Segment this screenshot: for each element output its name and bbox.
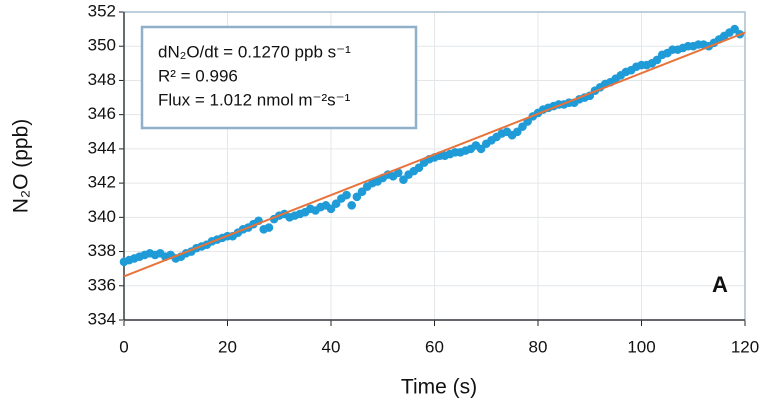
y-tick-label: 346 bbox=[88, 104, 116, 123]
x-tick-label: 120 bbox=[731, 337, 759, 356]
x-tick-label: 0 bbox=[119, 337, 128, 356]
y-tick-label: 336 bbox=[88, 275, 116, 294]
panel-label: A bbox=[712, 272, 728, 297]
fit-line bbox=[123, 31, 746, 278]
annotation-text: Flux = 1.012 nmol m⁻²s⁻¹ bbox=[158, 90, 351, 109]
y-tick-label: 340 bbox=[88, 207, 116, 226]
x-tick-label: 100 bbox=[627, 337, 655, 356]
x-tick-label: 60 bbox=[425, 337, 444, 356]
y-tick-label: 352 bbox=[88, 1, 116, 20]
y-tick-label: 348 bbox=[88, 70, 116, 89]
x-tick-label: 20 bbox=[218, 337, 237, 356]
x-tick-label: 40 bbox=[322, 337, 341, 356]
annotation-text: R² = 0.996 bbox=[158, 66, 238, 85]
data-point bbox=[342, 190, 351, 200]
x-axis-label: Time (s) bbox=[401, 376, 477, 399]
y-axis-label: N₂O (ppb) bbox=[10, 119, 33, 214]
x-tick-label: 80 bbox=[529, 337, 548, 356]
y-tick-label: 344 bbox=[88, 138, 116, 157]
data-point bbox=[393, 168, 403, 178]
annotation-text: dN₂O/dt = 0.1270 ppb s⁻¹ bbox=[158, 42, 351, 61]
annotation-box bbox=[140, 25, 418, 130]
data-point bbox=[264, 223, 274, 232]
y-tick-label: 334 bbox=[88, 309, 116, 328]
data-point bbox=[347, 201, 357, 210]
y-tick-label: 350 bbox=[88, 36, 116, 55]
y-tick-label: 338 bbox=[88, 241, 116, 260]
y-tick-label: 342 bbox=[88, 173, 116, 192]
